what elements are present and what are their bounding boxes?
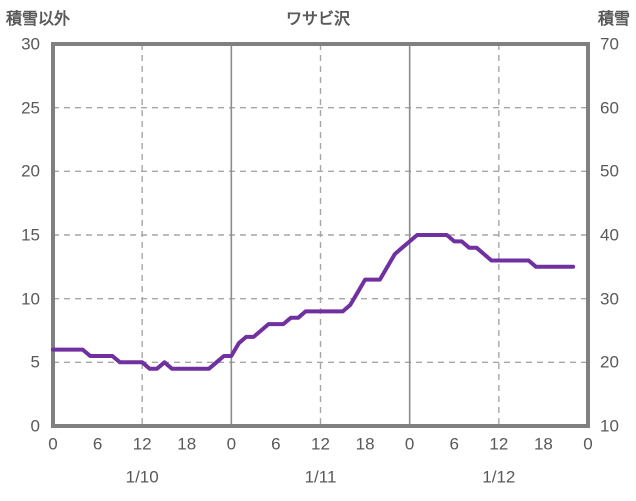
x-axis-hour-label: 18 — [355, 434, 375, 454]
x-axis-hour-label: 6 — [92, 434, 103, 454]
left-axis-tick-label: 10 — [21, 289, 40, 309]
x-axis-hour-label: 0 — [226, 434, 237, 454]
chart-title: ワサビ沢 — [285, 11, 351, 28]
left-axis-tick-label: 15 — [21, 225, 40, 245]
right-axis-title: 積雪 — [597, 11, 630, 28]
plot-frame — [51, 42, 590, 428]
left-axis-tick-label: 0 — [30, 416, 40, 436]
x-axis-hour-label: 12 — [132, 434, 152, 454]
right-axis-tick-label: 30 — [600, 289, 619, 309]
x-axis-date-label: 1/11 — [304, 467, 337, 487]
left-axis-title: 積雪以外 — [6, 11, 71, 28]
left-axis-tick-label: 20 — [21, 161, 40, 181]
right-axis-tick-label: 50 — [600, 161, 619, 181]
x-axis-date-label: 1/12 — [482, 467, 516, 487]
x-axis-hour-label: 0 — [48, 434, 58, 454]
left-axis-tick-label: 5 — [30, 352, 40, 372]
x-axis-hour-label: 6 — [449, 434, 459, 454]
x-axis-hour-label: 12 — [489, 434, 509, 454]
x-axis-hour-label: 12 — [311, 434, 330, 454]
x-axis-hour-label: 6 — [271, 434, 281, 454]
x-axis-hour-label: 18 — [177, 434, 197, 454]
x-axis-hour-label: 18 — [533, 434, 553, 454]
x-axis-hour-label: 0 — [404, 434, 415, 454]
x-axis-hour-label: 0 — [583, 434, 593, 454]
right-axis-tick-label: 10 — [600, 416, 619, 436]
x-axis-date-label: 1/10 — [125, 467, 159, 487]
right-axis-tick-label: 40 — [600, 225, 619, 245]
right-axis-tick-label: 60 — [600, 98, 619, 118]
left-axis-tick-label: 30 — [21, 34, 40, 54]
right-axis-tick-label: 20 — [600, 352, 619, 372]
right-axis-tick-label: 70 — [600, 34, 619, 54]
left-axis-tick-label: 25 — [21, 98, 40, 118]
series-line — [51, 233, 576, 371]
